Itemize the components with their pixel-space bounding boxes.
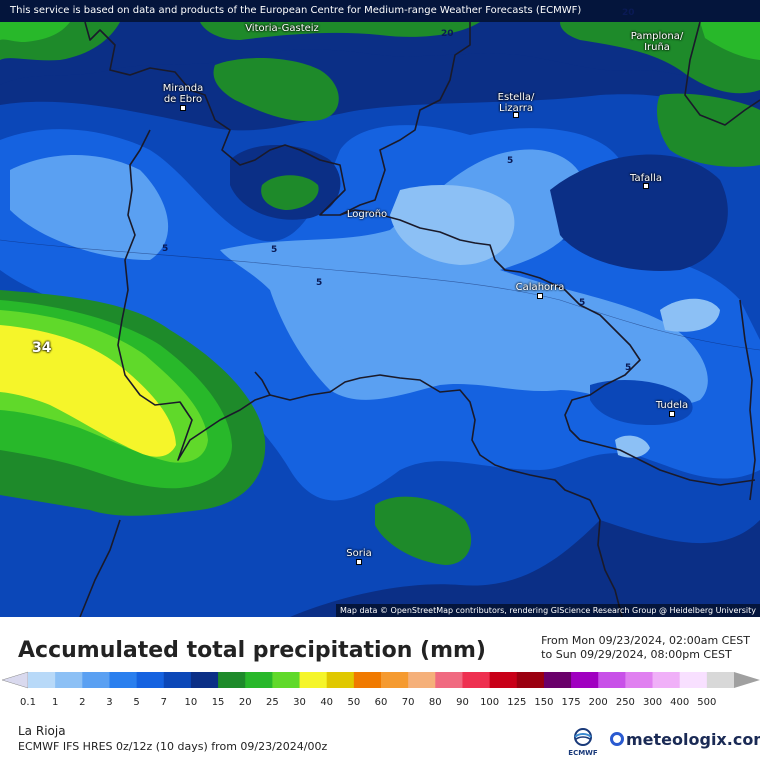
scale-swatch [82,672,110,688]
scale-swatch [28,672,56,688]
scale-arrow-right [734,672,760,688]
scale-label: 400 [670,697,690,708]
scale-swatch [218,672,246,688]
scale-label: 1 [51,697,59,708]
scale-label: 500 [697,697,717,708]
city-label-logrono[interactable]: Logroño [346,209,388,220]
scale-swatch [435,672,463,688]
meteologix-logo[interactable]: meteologix.com [610,730,760,749]
scale-label: 25 [266,697,279,708]
scale-swatch [679,672,708,688]
scale-swatch [136,672,165,688]
city-marker-estella [513,112,519,118]
isoline-label: 5 [271,245,278,255]
scale-label: 50 [347,697,361,708]
scale-swatch [489,672,518,688]
ecmwf-disclaimer: This service is based on data and produc… [0,0,760,22]
scale-label: 10 [184,697,198,708]
map-attribution: Map data © OpenStreetMap contributors, r… [336,604,760,617]
isoline-label: 20 [622,8,635,18]
scale-label: 60 [374,697,388,708]
city-label-miranda[interactable]: Miranda de Ebro [162,83,204,105]
city-marker-tudela [669,411,675,417]
scale-label: 40 [320,697,334,708]
scale-swatch [326,672,355,688]
isoline-label: 5 [162,244,169,254]
scale-swatch [381,672,409,688]
scale-swatch [408,672,436,688]
scale-label: 15 [211,697,225,708]
city-label-tudela[interactable]: Tudela [655,400,689,411]
scale-swatch [55,672,83,688]
ecmwf-logo: ECMWF [562,727,604,757]
isoline-label: 5 [507,156,514,166]
isoline-label: 5 [625,363,632,373]
scale-swatch [598,672,626,688]
scale-swatch [462,672,491,688]
isoline-label: 20 [441,29,454,39]
city-marker-tafalla [643,183,649,189]
scale-swatch [109,672,138,688]
isoline-label: 5 [579,298,586,308]
scale-swatch [272,672,301,688]
precipitation-map[interactable]: This service is based on data and produc… [0,0,760,617]
city-label-tafalla[interactable]: Tafalla [630,173,662,184]
ecmwf-logo-text: ECMWF [568,749,598,757]
model-info: ECMWF IFS HRES 0z/12z (10 days) from 09/… [18,740,328,753]
meteologix-icon [610,732,624,746]
scale-swatch [353,672,382,688]
forecast-to: to Sun 09/29/2024, 08:00pm CEST [541,648,732,661]
scale-swatch [190,672,219,688]
color-scale [2,671,760,689]
scale-label: 150 [534,697,554,708]
scale-label: 20 [238,697,252,708]
scale-label: 70 [401,697,415,708]
scale-label: 90 [456,697,469,708]
scale-swatch [245,672,273,688]
scale-swatch [625,672,654,688]
color-scale-labels: 0.1 1 2 3 5 7 10 15 20 25 30 40 50 60 70 80 90 100 125 150 1… [0,697,760,711]
max-value-label: 34 [32,340,52,356]
brand-name: meteologix.com [626,730,760,749]
scale-label: 0.1 [20,697,36,708]
scale-swatch [652,672,681,688]
scale-label: 100 [480,697,500,708]
city-label-vitoria[interactable]: Vitoria-Gasteiz [245,23,319,34]
scale-label: 300 [642,697,663,708]
legend-title: Accumulated total precipitation (mm) [18,638,486,663]
scale-swatch [543,672,572,688]
scale-label: 2 [79,697,86,708]
scale-swatch [516,672,545,688]
forecast-period: From Mon 09/23/2024, 02:00am CEST to Sun… [541,634,750,662]
scale-label: 175 [561,697,581,708]
scale-swatch [299,672,328,688]
city-label-pamplona[interactable]: Pamplona/ Iruña [630,31,684,53]
scale-label: 3 [106,697,113,708]
scale-swatch [706,672,735,688]
city-label-calahorra[interactable]: Calahorra [515,282,565,293]
city-label-estella[interactable]: Estella/ Lizarra [497,92,535,114]
city-label-soria[interactable]: Soria [346,548,372,559]
city-marker-calahorra [537,293,543,299]
city-marker-miranda [180,105,186,111]
city-marker-soria [356,559,362,565]
scale-label: 125 [507,697,527,708]
scale-label: 30 [293,697,306,708]
region-name: La Rioja [18,724,66,738]
scale-swatch [571,672,599,688]
scale-label: 250 [615,697,635,708]
forecast-from: From Mon 09/23/2024, 02:00am CEST [541,634,750,647]
scale-swatch [163,672,192,688]
scale-arrow-left [2,671,29,689]
scale-label: 80 [428,697,442,708]
isoline-label: 5 [316,278,323,288]
precipitation-field [0,21,760,617]
ecmwf-logo-icon [574,728,592,746]
scale-label: 7 [160,697,167,708]
scale-label: 200 [588,697,608,708]
scale-label: 5 [133,697,140,708]
